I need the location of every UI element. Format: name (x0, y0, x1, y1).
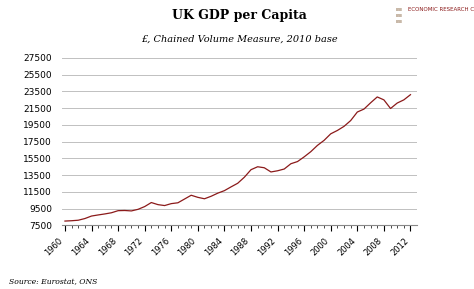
Text: Source: Eurostat, ONS: Source: Eurostat, ONS (9, 278, 98, 286)
Text: ECONOMIC RESEARCH COUNCIL: ECONOMIC RESEARCH COUNCIL (408, 7, 474, 12)
Text: ■■
■■
■■: ■■ ■■ ■■ (396, 7, 401, 24)
Text: £, Chained Volume Measure, 2010 base: £, Chained Volume Measure, 2010 base (141, 35, 337, 44)
Text: UK GDP per Capita: UK GDP per Capita (172, 9, 307, 22)
